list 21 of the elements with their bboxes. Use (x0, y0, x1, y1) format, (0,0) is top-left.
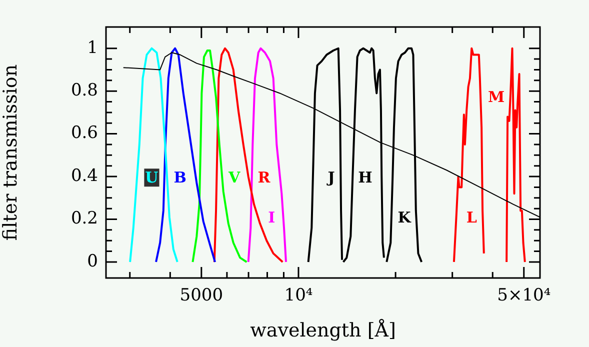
series-label: R (258, 168, 271, 186)
series-label: L (466, 208, 478, 227)
y-tick-label: 0.8 (70, 80, 98, 101)
series-label: M (488, 88, 505, 106)
series-label: K (398, 208, 412, 227)
x-axis-title: wavelength [Å] (250, 318, 396, 342)
series-label: U (145, 168, 158, 186)
y-tick-label: 0 (87, 251, 98, 272)
y-tick-label: 0.2 (70, 208, 98, 229)
series-label: I (268, 208, 276, 227)
x-tick-label: 5×10⁴ (497, 286, 551, 306)
series-label: B (174, 168, 186, 186)
series-label: J (326, 168, 335, 186)
y-axis-title: filter transmission (0, 64, 22, 241)
series-label: V (228, 168, 241, 186)
series-label: H (358, 168, 372, 186)
y-tick-label: 0.6 (70, 123, 98, 144)
x-tick-label: 5000 (180, 286, 224, 306)
y-tick-label: 1 (87, 38, 98, 58)
y-tick-label: 0.4 (70, 166, 98, 186)
x-tick-label: 10⁴ (284, 286, 313, 306)
